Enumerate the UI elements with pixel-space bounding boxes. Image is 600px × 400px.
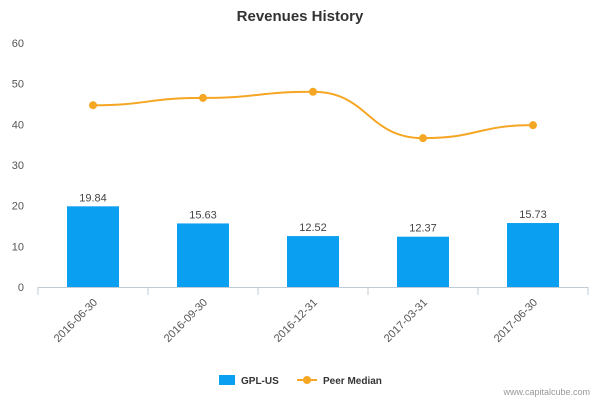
legend: GPL-US Peer Median — [219, 375, 382, 387]
bar-value-label: 15.63 — [189, 209, 217, 221]
line-point[interactable] — [419, 134, 427, 143]
bar[interactable] — [397, 236, 449, 287]
line-point[interactable] — [199, 93, 207, 102]
x-tick-label: 2016-12-31 — [272, 297, 320, 345]
x-tick-label: 2017-03-31 — [382, 297, 430, 345]
bar-value-label: 12.37 — [409, 223, 437, 235]
y-axis: 0 10 20 30 40 50 60 — [12, 38, 24, 294]
legend-swatch-bar — [219, 375, 235, 385]
bar-data-labels: 19.84 15.63 12.52 12.37 15.73 — [79, 192, 547, 234]
line-series — [89, 87, 537, 143]
y-tick-label: 30 — [12, 160, 24, 172]
legend-label-line[interactable]: Peer Median — [323, 376, 382, 387]
legend-marker-line — [303, 376, 311, 384]
bar[interactable] — [507, 223, 559, 287]
x-axis: 2016-06-30 2016-09-30 2016-12-31 2017-03-31… — [37, 287, 589, 345]
x-tick-label: 2016-09-30 — [162, 297, 210, 345]
x-tick-label: 2016-06-30 — [52, 297, 100, 345]
y-tick-label: 20 — [12, 201, 24, 213]
y-tick-label: 10 — [12, 241, 24, 253]
chart-title: Revenues History — [237, 8, 364, 25]
bar[interactable] — [67, 206, 119, 287]
x-tick-label: 2017-06-30 — [492, 297, 540, 345]
credit-text: www.capitalcube.com — [502, 387, 590, 397]
line-point[interactable] — [529, 121, 537, 130]
bar-value-label: 15.73 — [519, 209, 547, 221]
y-tick-label: 50 — [12, 79, 24, 91]
line-point[interactable] — [309, 87, 317, 96]
y-tick-label: 40 — [12, 119, 24, 131]
peer-median-line — [92, 90, 534, 140]
bar[interactable] — [177, 223, 229, 287]
bar-value-label: 19.84 — [79, 192, 107, 204]
y-tick-label: 60 — [12, 38, 24, 50]
legend-label-bar[interactable]: GPL-US — [241, 376, 279, 387]
bar[interactable] — [287, 236, 339, 287]
bar-series — [67, 206, 559, 287]
y-tick-label: 0 — [18, 282, 24, 294]
line-point[interactable] — [89, 101, 97, 110]
bar-value-label: 12.52 — [299, 222, 327, 234]
